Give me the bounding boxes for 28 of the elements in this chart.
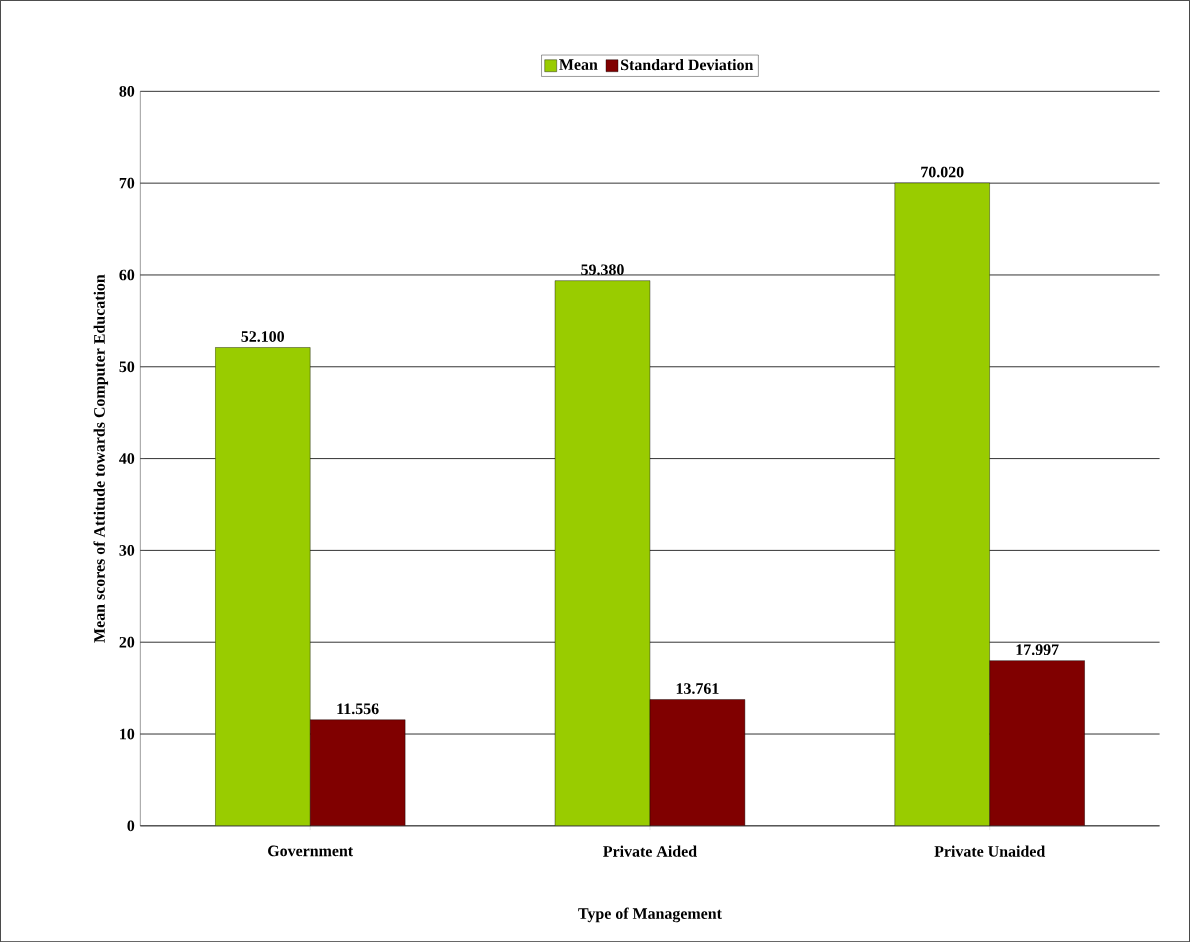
x-tick-label: Private Unaided (934, 845, 1046, 857)
x-tick-label: Private Aided (603, 845, 697, 857)
x-tick-label: Government (268, 845, 354, 857)
bar (894, 182, 990, 826)
bar (989, 660, 1085, 826)
y-tick-label: 30 (119, 544, 135, 556)
bar (215, 347, 311, 826)
y-axis-title: Mean scores of Attitude towards Computer Education (93, 274, 109, 643)
y-tick-label: 0 (127, 820, 135, 832)
bar (310, 719, 406, 826)
x-axis-title: Type of Management (578, 907, 722, 923)
data-label: 70.020 (921, 166, 964, 178)
bar (555, 280, 650, 826)
y-tick-label: 10 (120, 728, 135, 740)
y-tick-label: 80 (119, 85, 135, 97)
data-label: 59.380 (581, 264, 624, 276)
data-label: 13.761 (676, 683, 719, 694)
y-tick-label: 60 (119, 269, 135, 281)
bar (649, 699, 745, 826)
y-tick-label: 40 (119, 453, 135, 464)
y-tick-label: 50 (119, 361, 135, 373)
legend-label: Standard Deviation (621, 58, 754, 71)
data-label: 52.100 (241, 331, 285, 342)
legend-label: Mean (559, 59, 598, 70)
y-tick-label: 20 (119, 636, 135, 648)
y-tick-label: 70 (119, 177, 135, 189)
data-label: 17.997 (1016, 644, 1059, 656)
data-label: 11.556 (337, 703, 379, 715)
